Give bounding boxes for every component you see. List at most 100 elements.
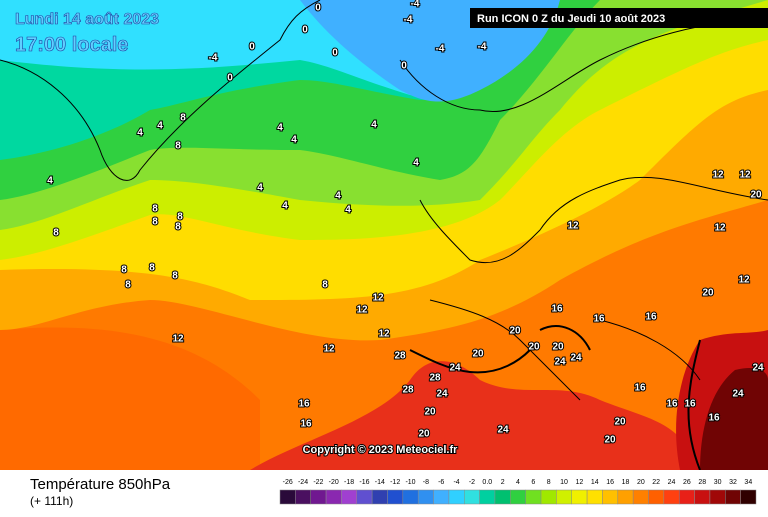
legend-label: -18	[344, 479, 354, 486]
legend-swatch	[632, 489, 649, 505]
contour-label: 28	[402, 385, 414, 396]
lead-time: (+ 111h)	[30, 494, 73, 508]
contour-label: 8	[172, 271, 178, 282]
contour-label: 12	[378, 329, 390, 340]
legend-swatch	[709, 489, 726, 505]
legend-label: -12	[390, 479, 400, 486]
contour-label: 24	[497, 425, 509, 436]
warm-zone	[0, 327, 260, 470]
contour-label: -4	[209, 53, 218, 64]
contour-label: -4	[436, 44, 445, 55]
legend-swatch	[387, 489, 404, 505]
legend-label: 10	[560, 479, 568, 486]
legend-label: -26	[283, 479, 293, 486]
legend-label: 0.0	[482, 479, 492, 486]
contour-label: 20	[472, 349, 484, 360]
legend-label: 8	[547, 479, 551, 486]
contour-label: 12	[323, 344, 335, 355]
contour-label: 12	[714, 223, 726, 234]
legend-label: 22	[652, 479, 660, 486]
legend-label: -22	[313, 479, 323, 486]
legend-label: 2	[501, 479, 505, 486]
contour-label: 0	[302, 25, 308, 36]
time: 17:00 locale	[15, 34, 128, 56]
contour-label: 12	[567, 221, 579, 232]
legend-label: 20	[637, 479, 645, 486]
legend-label: 14	[591, 479, 599, 486]
contour-label: 4	[335, 191, 341, 202]
legend-swatch	[371, 489, 388, 505]
legend-label: 18	[622, 479, 630, 486]
legend-label: 26	[683, 479, 691, 486]
legend-swatch	[725, 489, 741, 505]
contour-label: 24	[436, 389, 448, 400]
contour-label: -4	[404, 15, 413, 26]
footer-title: Température 850hPa	[30, 476, 171, 493]
legend-label: 30	[714, 479, 722, 486]
contour-label: 8	[175, 141, 181, 152]
borders	[409, 325, 701, 471]
legend-swatch	[417, 489, 434, 505]
legend-swatch	[279, 489, 296, 505]
legend-swatch	[540, 489, 557, 505]
contour-label: 20	[528, 342, 540, 353]
contour-label: 4	[291, 135, 297, 146]
legend-swatch	[740, 489, 757, 505]
contour-label: 28	[394, 351, 406, 362]
contour-label: 8	[53, 228, 59, 239]
contour-label: 20	[614, 417, 626, 428]
run: Run ICON 0 Z du Jeudi 10 août 2023	[477, 13, 665, 25]
date: Lundi 14 août 2023	[15, 11, 159, 28]
copyright: Copyright © 2023 Meteociel.fr	[303, 444, 459, 456]
contour-label: 0	[227, 73, 233, 84]
contour-label: 8	[121, 265, 127, 276]
legend-swatch	[325, 489, 342, 505]
color-legend: -26 -24 -22 -20 -18 -16 -14 -12 -10 -8 -6 -4 -2 0.0 2 4…	[279, 479, 757, 505]
contour-label: 16	[300, 419, 312, 430]
contour-label: 20	[750, 190, 762, 201]
legend-label: -2	[469, 479, 475, 486]
legend-swatch	[356, 489, 373, 505]
legend-label: 6	[531, 479, 535, 486]
legend-swatch	[602, 489, 619, 505]
legend-label: -8	[423, 479, 429, 486]
run-box	[470, 8, 768, 28]
contour-label: 28	[429, 373, 441, 384]
contour-label: 12	[738, 275, 750, 286]
contour-label: 4	[371, 120, 377, 131]
contour-label: 4	[257, 183, 263, 194]
contour-label: 0	[332, 48, 338, 59]
legend-label: 34	[744, 479, 752, 486]
legend-label: -6	[438, 479, 444, 486]
contour-label: -4	[411, 0, 420, 10]
contour-label: 12	[372, 293, 384, 304]
legend-label: -4	[453, 479, 459, 486]
contour-label: 0	[401, 61, 407, 72]
contour-label: 4	[277, 123, 283, 134]
contour-label: 4	[47, 176, 53, 187]
contour-label: 0	[315, 3, 321, 14]
legend-swatch	[663, 489, 680, 505]
contour-label: 24	[752, 363, 764, 374]
contour-label: 8	[322, 280, 328, 291]
legend-label: 4	[516, 479, 520, 486]
contour-label: 8	[175, 222, 181, 233]
contour-label: 20	[509, 326, 521, 337]
contour-label: 4	[137, 128, 143, 139]
legend-label: -14	[375, 479, 385, 486]
legend-label: 28	[698, 479, 706, 486]
contour-label: 16	[645, 312, 657, 323]
legend-swatch	[310, 489, 327, 505]
legend-label: 16	[606, 479, 614, 486]
contour-label: 4	[345, 205, 351, 216]
contour-label: 8	[149, 263, 155, 274]
contour-label: 12	[712, 170, 724, 181]
legend-swatch	[525, 489, 542, 505]
legend-swatch	[571, 489, 588, 505]
contour-label: 16	[551, 304, 563, 315]
contour-label: 16	[684, 399, 696, 410]
legend-swatch	[448, 489, 465, 505]
contour-label: 24	[449, 363, 461, 374]
contour-label: 0	[249, 42, 255, 53]
